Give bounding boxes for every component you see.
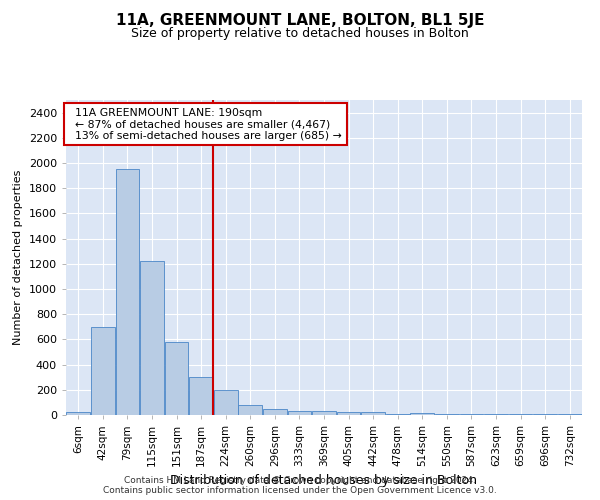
- X-axis label: Distribution of detached houses by size in Bolton: Distribution of detached houses by size …: [170, 474, 478, 488]
- Y-axis label: Number of detached properties: Number of detached properties: [13, 170, 23, 345]
- Text: Size of property relative to detached houses in Bolton: Size of property relative to detached ho…: [131, 28, 469, 40]
- Text: Contains HM Land Registry data © Crown copyright and database right 2024.: Contains HM Land Registry data © Crown c…: [124, 476, 476, 485]
- Text: Contains public sector information licensed under the Open Government Licence v3: Contains public sector information licen…: [103, 486, 497, 495]
- Bar: [533, 414, 557, 415]
- Bar: [238, 405, 262, 415]
- Bar: [386, 414, 410, 415]
- Bar: [484, 414, 508, 415]
- Text: 11A GREENMOUNT LANE: 190sqm
  ← 87% of detached houses are smaller (4,467)
  13%: 11A GREENMOUNT LANE: 190sqm ← 87% of det…: [68, 108, 342, 141]
- Bar: [67, 412, 90, 415]
- Bar: [337, 412, 361, 415]
- Bar: [312, 411, 336, 415]
- Bar: [91, 327, 115, 415]
- Text: 11A, GREENMOUNT LANE, BOLTON, BL1 5JE: 11A, GREENMOUNT LANE, BOLTON, BL1 5JE: [116, 12, 484, 28]
- Bar: [287, 411, 311, 415]
- Bar: [214, 390, 238, 415]
- Bar: [435, 414, 459, 415]
- Bar: [361, 412, 385, 415]
- Bar: [410, 414, 434, 415]
- Bar: [263, 408, 287, 415]
- Bar: [558, 414, 581, 415]
- Bar: [140, 262, 164, 415]
- Bar: [460, 414, 484, 415]
- Bar: [116, 170, 139, 415]
- Bar: [164, 342, 188, 415]
- Bar: [189, 377, 213, 415]
- Bar: [509, 414, 532, 415]
